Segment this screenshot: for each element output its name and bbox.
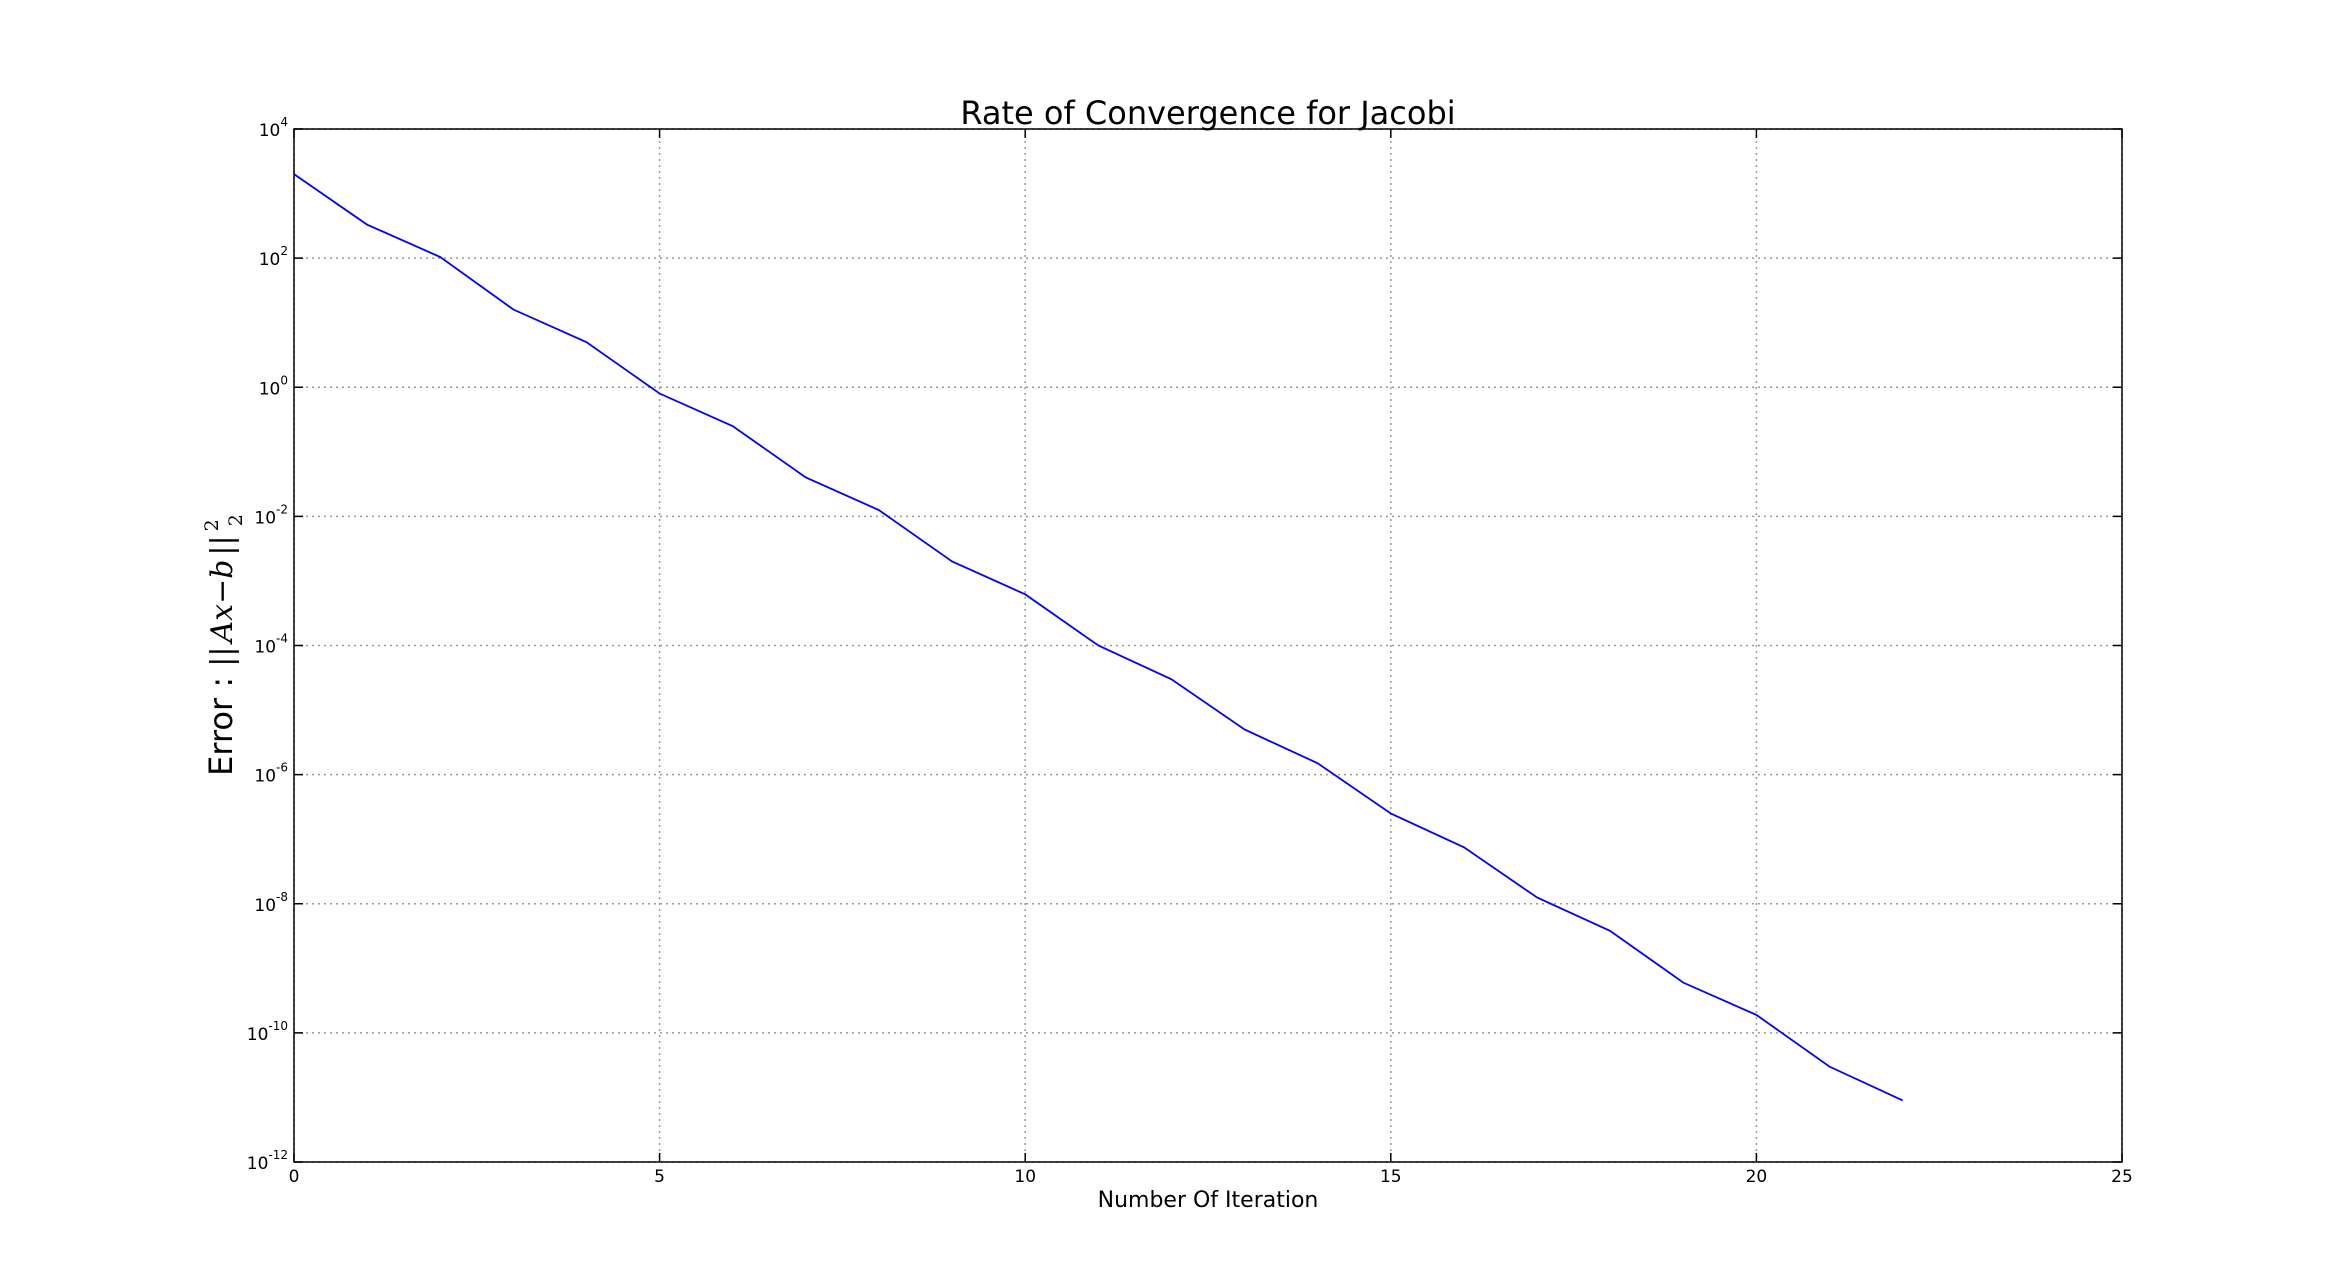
y-axis-label-norm-open: ||: [205, 647, 240, 667]
y-tick-label: 10-4: [254, 632, 288, 658]
y-tick-base: 10: [259, 379, 281, 399]
x-tick-labels: 0 5 10 15 20 25: [289, 1167, 2133, 1187]
y-axis-label-superscript: 2: [201, 519, 223, 531]
y-axis-label-expression: Ax−b: [205, 560, 240, 646]
y-tick-exponent: -2: [276, 502, 288, 516]
series-group: [293, 173, 1904, 1102]
y-tick-label: 10-8: [254, 890, 288, 916]
series-line: [293, 173, 1904, 1102]
y-axis-label-prefix: Error :: [202, 667, 240, 776]
y-tick-base: 10: [254, 638, 276, 658]
y-tick-exponent: -4: [276, 632, 288, 646]
y-tick-label: 10-6: [254, 761, 288, 787]
svg-text:Error : || Ax−b: Error : || Ax−b || 2 2: [201, 514, 247, 776]
y-tick-base: 10: [254, 767, 276, 787]
y-tick-exponent: 0: [280, 373, 288, 387]
y-axis-label: Error : || Ax−b || 2 2: [201, 514, 247, 776]
y-tick-exponent: -10: [268, 1019, 288, 1033]
tick-marks: [293, 128, 2123, 1163]
y-axis-label-subscript: 2: [225, 514, 247, 526]
x-tick-label: 0: [289, 1167, 300, 1187]
y-tick-base: 10: [254, 508, 276, 528]
y-tick-base: 10: [259, 250, 281, 270]
y-tick-label: 100: [259, 373, 288, 399]
x-axis-label: Number Of Iteration: [1098, 1188, 1319, 1213]
x-tick-label: 10: [1014, 1167, 1036, 1187]
x-tick-label: 5: [654, 1167, 665, 1187]
y-tick-label: 104: [259, 115, 288, 141]
x-tick-label: 20: [1746, 1167, 1768, 1187]
grid-lines: [293, 128, 2123, 1163]
chart-title: Rate of Convergence for Jacobi: [960, 94, 1455, 132]
y-tick-base: 10: [259, 121, 281, 141]
y-tick-exponent: 4: [280, 115, 288, 129]
y-tick-label: 10-12: [247, 1148, 288, 1174]
x-tick-label: 15: [1380, 1167, 1402, 1187]
y-axis-label-norm-close: ||: [205, 535, 240, 555]
y-tick-label: 10-10: [247, 1019, 288, 1045]
x-tick-label: 25: [2111, 1167, 2133, 1187]
y-tick-label: 10-2: [254, 502, 288, 528]
y-tick-exponent: 2: [280, 244, 288, 258]
y-tick-base: 10: [247, 1025, 269, 1045]
y-tick-base: 10: [254, 896, 276, 916]
y-tick-label: 102: [259, 244, 288, 270]
y-tick-base: 10: [247, 1154, 269, 1174]
y-tick-exponent: -6: [276, 761, 288, 775]
y-tick-exponent: -12: [268, 1148, 288, 1162]
y-tick-exponent: -8: [276, 890, 288, 904]
